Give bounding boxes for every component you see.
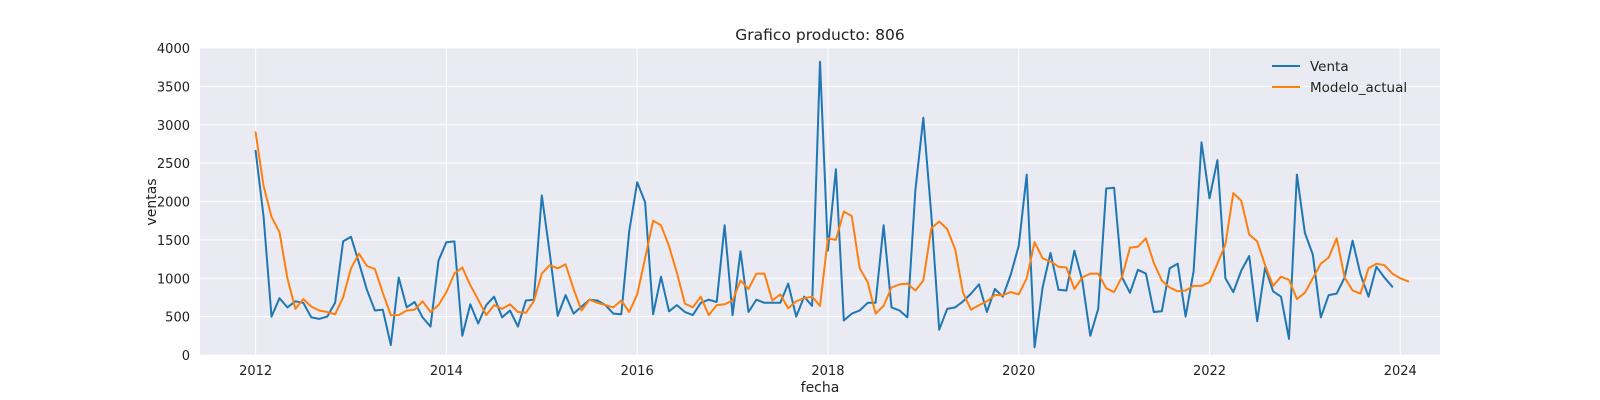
y-axis: 0 500 1000 1500 2000 2500 3000 3500 4000 <box>157 42 190 364</box>
x-tick-label: 2020 <box>1002 364 1035 379</box>
x-tick-label: 2016 <box>621 364 654 379</box>
y-tick-label: 2000 <box>157 196 190 211</box>
y-tick-label: 1000 <box>157 272 190 287</box>
series-layer <box>254 60 1410 349</box>
x-axis: 2012 2014 2016 2018 2020 2022 2024 <box>239 364 1417 379</box>
x-tick-label: 2022 <box>1193 364 1226 379</box>
legend: Venta Modelo_actual <box>1272 59 1407 96</box>
y-tick-label: 4000 <box>157 42 190 57</box>
legend-label: Venta <box>1310 59 1349 75</box>
x-tick-label: 2012 <box>239 364 272 379</box>
x-tick-label: 2014 <box>430 364 463 379</box>
series-line-modelo-actual <box>254 131 1410 317</box>
legend-label: Modelo_actual <box>1310 80 1407 96</box>
y-tick-label: 3500 <box>157 80 190 95</box>
y-tick-label: 1500 <box>157 234 190 249</box>
chart-title: Grafico producto: 806 <box>735 26 904 44</box>
x-tick-label: 2024 <box>1384 364 1417 379</box>
series-line-venta <box>254 60 1394 349</box>
y-tick-label: 2500 <box>157 157 190 172</box>
y-tick-label: 500 <box>165 311 190 326</box>
x-tick-label: 2018 <box>811 364 844 379</box>
y-tick-label: 3000 <box>157 119 190 134</box>
y-axis-label: ventas <box>144 178 160 225</box>
y-tick-label: 0 <box>182 349 190 364</box>
x-axis-label: fecha <box>801 380 840 396</box>
